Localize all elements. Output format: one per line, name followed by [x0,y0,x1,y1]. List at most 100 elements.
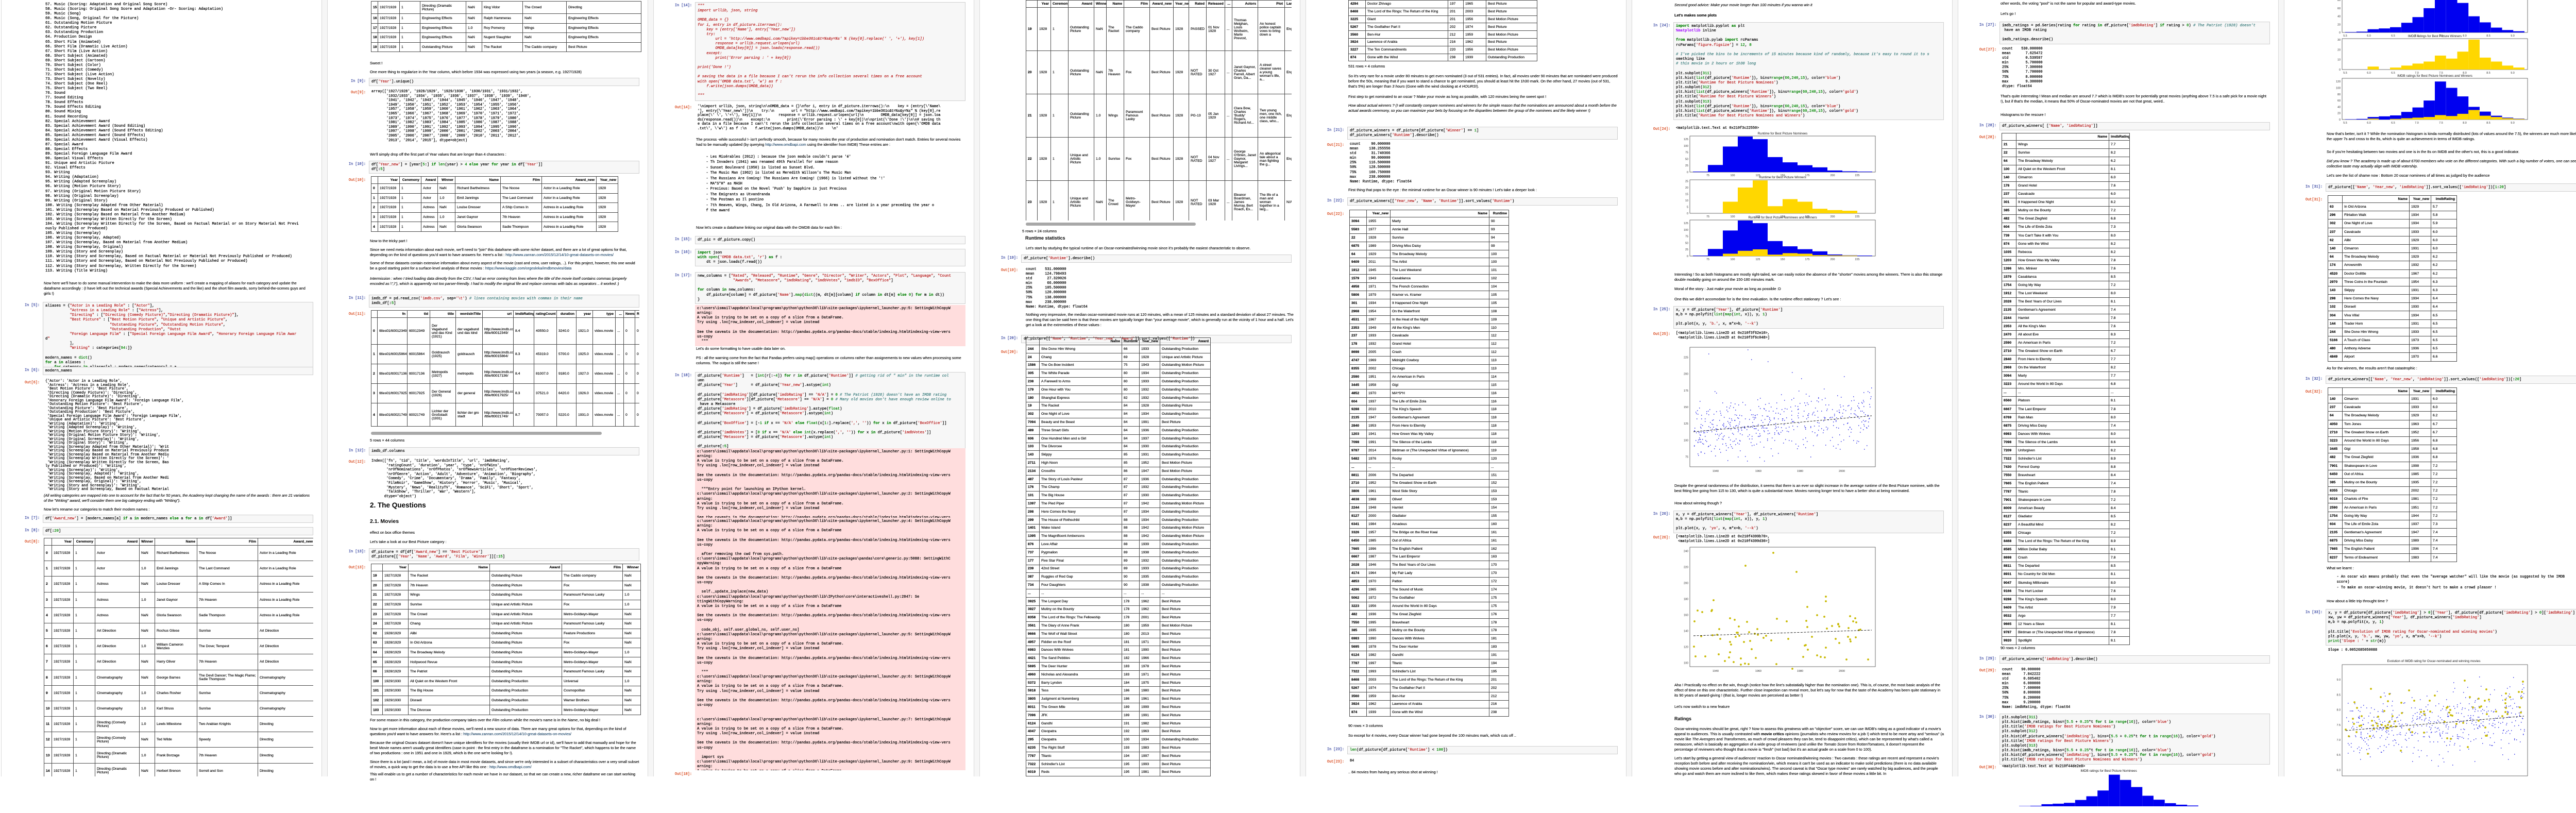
svg-text:8.5: 8.5 [2486,122,2490,125]
svg-text:100: 100 [1684,145,1688,148]
svg-text:80: 80 [2337,0,2341,2]
svg-text:150: 150 [1781,258,1785,261]
svg-text:Evolution of IMDB rating for O: Evolution of IMDB rating for Oscar-nomin… [2387,659,2481,663]
svg-text:25: 25 [1685,164,1688,167]
svg-text:15: 15 [1685,193,1688,196]
svg-text:1980: 1980 [1797,470,1803,473]
svg-text:10: 10 [1685,199,1688,202]
svg-text:175: 175 [1805,174,1810,177]
svg-text:0: 0 [2339,31,2341,35]
svg-text:7.5: 7.5 [2439,72,2443,75]
svg-text:9.0: 9.0 [2511,122,2515,125]
svg-text:50: 50 [1685,242,1688,245]
svg-text:5.5: 5.5 [2343,35,2347,38]
svg-text:6.0: 6.0 [2367,35,2371,38]
svg-text:9.0: 9.0 [2511,35,2515,38]
svg-text:1960: 1960 [1755,470,1761,473]
svg-text:100: 100 [1684,439,1688,442]
svg-text:100: 100 [1731,174,1735,177]
svg-text:Runtime for Best Picture Nomin: Runtime for Best Picture Nominees [1758,132,1808,136]
svg-text:25: 25 [1685,248,1688,251]
svg-text:125: 125 [1756,174,1760,177]
svg-text:7.5: 7.5 [2439,122,2443,125]
svg-text:0: 0 [1687,171,1688,174]
svg-text:1980: 1980 [1797,670,1803,673]
svg-text:20: 20 [2337,23,2341,26]
svg-text:150: 150 [1684,406,1688,409]
svg-text:225: 225 [1855,258,1860,261]
svg-text:150: 150 [1781,215,1785,218]
svg-text:75: 75 [1685,456,1688,459]
svg-text:IMDB ratings for Best Picture: IMDB ratings for Best Picture Nominees [2080,769,2137,773]
svg-text:60: 60 [2337,99,2341,103]
svg-text:75: 75 [1685,235,1688,239]
svg-text:Runtime for Best Picture Nomin: Runtime for Best Picture Nominees and Wi… [1748,216,1817,219]
svg-text:7.5: 7.5 [2337,724,2341,727]
svg-text:180: 180 [1684,598,1688,601]
svg-text:7.0: 7.0 [2337,739,2341,742]
svg-text:80: 80 [2337,93,2341,96]
svg-text:7.0: 7.0 [2415,122,2419,125]
svg-text:75: 75 [1706,215,1709,218]
svg-text:6.5: 6.5 [2337,754,2341,757]
svg-text:120: 120 [2336,80,2341,83]
svg-text:25: 25 [1685,180,1688,183]
svg-text:1940: 1940 [1713,670,1719,673]
svg-text:120: 120 [1684,646,1688,649]
svg-text:8.0: 8.0 [2463,35,2467,38]
svg-text:200: 200 [1831,215,1835,218]
svg-text:60: 60 [2337,7,2341,10]
svg-text:175: 175 [1805,215,1810,218]
svg-text:40: 40 [2337,106,2341,109]
svg-text:7.0: 7.0 [2415,72,2419,75]
svg-text:160: 160 [1684,614,1688,617]
svg-text:200: 200 [1684,582,1688,585]
svg-text:1940: 1940 [1713,470,1719,473]
svg-text:10: 10 [2337,59,2341,62]
svg-text:125: 125 [1756,215,1760,218]
svg-text:0: 0 [2339,69,2341,72]
svg-text:6.5: 6.5 [2391,72,2395,75]
svg-text:6.0: 6.0 [2367,122,2371,125]
svg-text:175: 175 [1684,389,1688,393]
svg-text:125: 125 [1684,222,1688,225]
svg-text:9.0: 9.0 [2511,72,2515,75]
svg-text:9.0: 9.0 [2337,679,2341,682]
svg-text:0: 0 [1687,255,1688,258]
svg-text:100: 100 [2336,87,2341,90]
svg-text:7.0: 7.0 [2415,35,2419,38]
svg-text:20: 20 [1685,187,1688,190]
svg-text:100: 100 [1684,662,1688,665]
svg-text:0: 0 [1687,212,1688,215]
svg-text:40: 40 [2337,15,2341,19]
svg-text:100: 100 [1731,258,1735,261]
svg-text:5: 5 [1687,206,1688,209]
svg-text:140: 140 [1684,630,1688,633]
svg-text:2000: 2000 [1839,670,1845,673]
svg-text:8.5: 8.5 [2486,35,2490,38]
svg-text:8.5: 8.5 [2337,693,2341,697]
svg-text:75: 75 [1706,258,1709,261]
svg-text:8.0: 8.0 [2463,72,2467,75]
svg-text:5.5: 5.5 [2343,72,2347,75]
svg-text:225: 225 [1855,174,1860,177]
svg-text:IMDB ratings for Best Picture: IMDB ratings for Best Picture Winners [2408,35,2462,38]
svg-text:100: 100 [1684,229,1688,232]
svg-text:125: 125 [1684,422,1688,426]
svg-text:75: 75 [1706,174,1709,177]
svg-text:20: 20 [2337,112,2341,115]
svg-text:225: 225 [1855,215,1860,218]
svg-text:6.5: 6.5 [2391,35,2395,38]
svg-text:20: 20 [2337,48,2341,52]
svg-text:2000: 2000 [1839,470,1845,473]
svg-text:8.0: 8.0 [2337,709,2341,712]
svg-text:150: 150 [1781,174,1785,177]
svg-text:50: 50 [1685,158,1688,161]
svg-text:100: 100 [1731,215,1735,218]
svg-text:5.5: 5.5 [2343,122,2347,125]
svg-text:240: 240 [1684,550,1688,553]
svg-text:200: 200 [1684,373,1688,376]
svg-text:1960: 1960 [1755,670,1761,673]
svg-text:6.0: 6.0 [2367,72,2371,75]
svg-text:30: 30 [2337,39,2341,42]
